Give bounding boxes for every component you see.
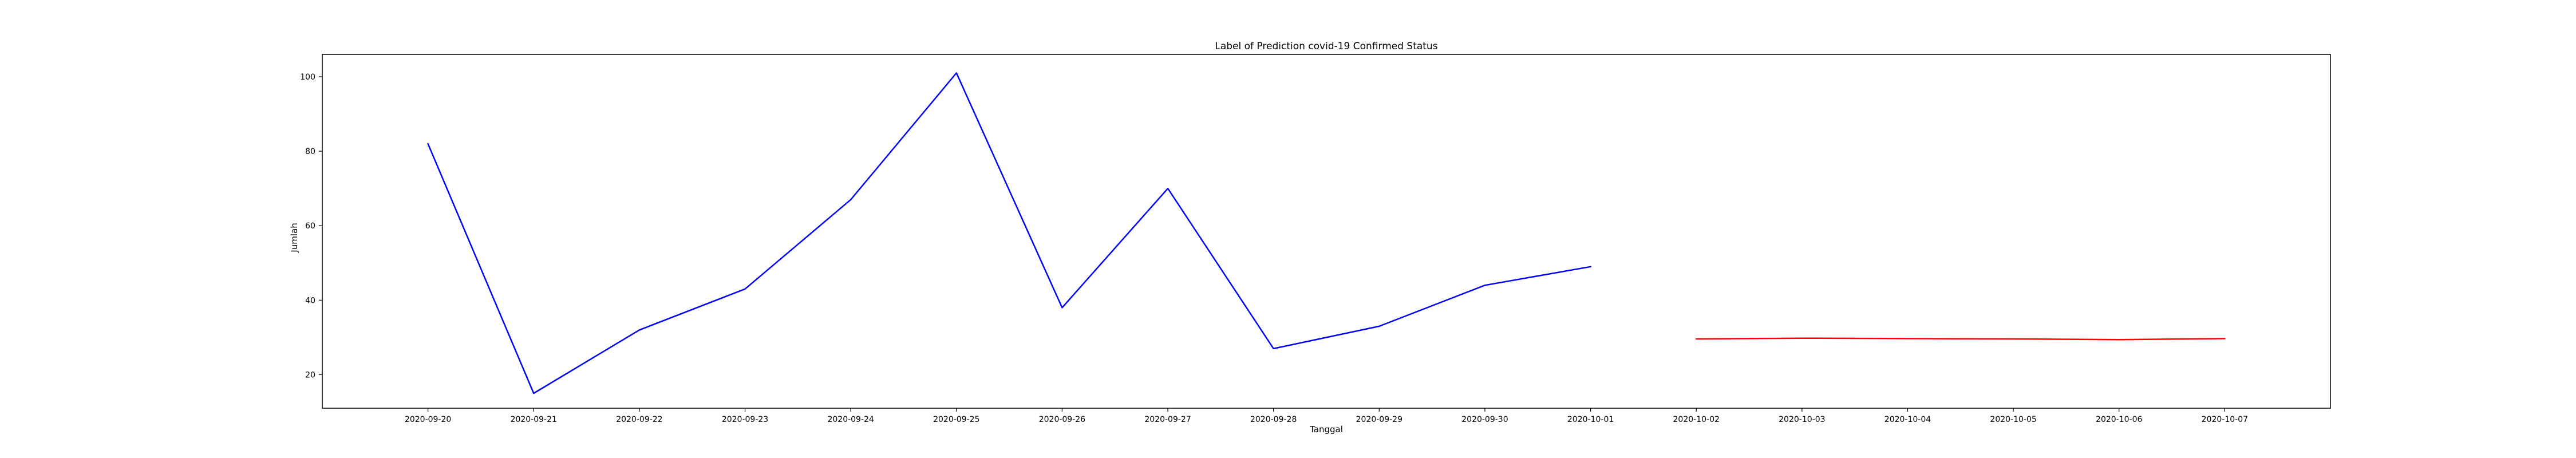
x-tick-label: 2020-09-30: [1461, 415, 1508, 424]
chart-title: Label of Prediction covid-19 Confirmed S…: [1215, 41, 1437, 52]
series-line-prediction: [1695, 337, 2226, 341]
x-axis: 2020-09-20 2020-09-21 2020-09-22 2020-09-23…: [405, 408, 2248, 424]
y-tick-label: 40: [305, 296, 315, 305]
y-axis: 20 40 60 80 100: [300, 73, 322, 380]
series-line-actual: [427, 72, 1591, 394]
x-tick-label: 2020-09-21: [511, 415, 557, 424]
x-tick-label: 2020-10-04: [1884, 415, 1931, 424]
x-tick-label: 2020-09-27: [1144, 415, 1191, 424]
x-tick-label: 2020-09-29: [1356, 415, 1402, 424]
x-tick-label: 2020-09-23: [722, 415, 768, 424]
x-tick-label: 2020-09-25: [933, 415, 979, 424]
y-axis-label: Jumlah: [289, 223, 299, 252]
y-tick-label: 60: [305, 222, 315, 231]
plot-area: [322, 54, 2331, 409]
y-tick-label: 100: [300, 73, 315, 82]
x-tick-label: 2020-09-28: [1250, 415, 1297, 424]
x-tick-label: 2020-10-05: [1990, 415, 2036, 424]
x-tick-label: 2020-09-22: [616, 415, 662, 424]
x-tick-label: 2020-10-07: [2202, 415, 2248, 424]
x-tick-label: 2020-10-02: [1673, 415, 1720, 424]
x-tick-label: 2020-09-24: [827, 415, 874, 424]
x-tick-label: 2020-09-26: [1039, 415, 1085, 424]
y-tick-label: 80: [305, 147, 315, 156]
series-group: [427, 72, 2226, 394]
x-axis-label: Tanggal: [1309, 424, 1343, 435]
plot-frame: [322, 54, 2331, 409]
x-tick-label: 2020-10-03: [1779, 415, 1825, 424]
x-tick-label: 2020-09-20: [405, 415, 451, 424]
x-tick-label: 2020-10-06: [2096, 415, 2142, 424]
y-tick-label: 20: [305, 370, 315, 380]
x-tick-label: 2020-10-01: [1567, 415, 1614, 424]
